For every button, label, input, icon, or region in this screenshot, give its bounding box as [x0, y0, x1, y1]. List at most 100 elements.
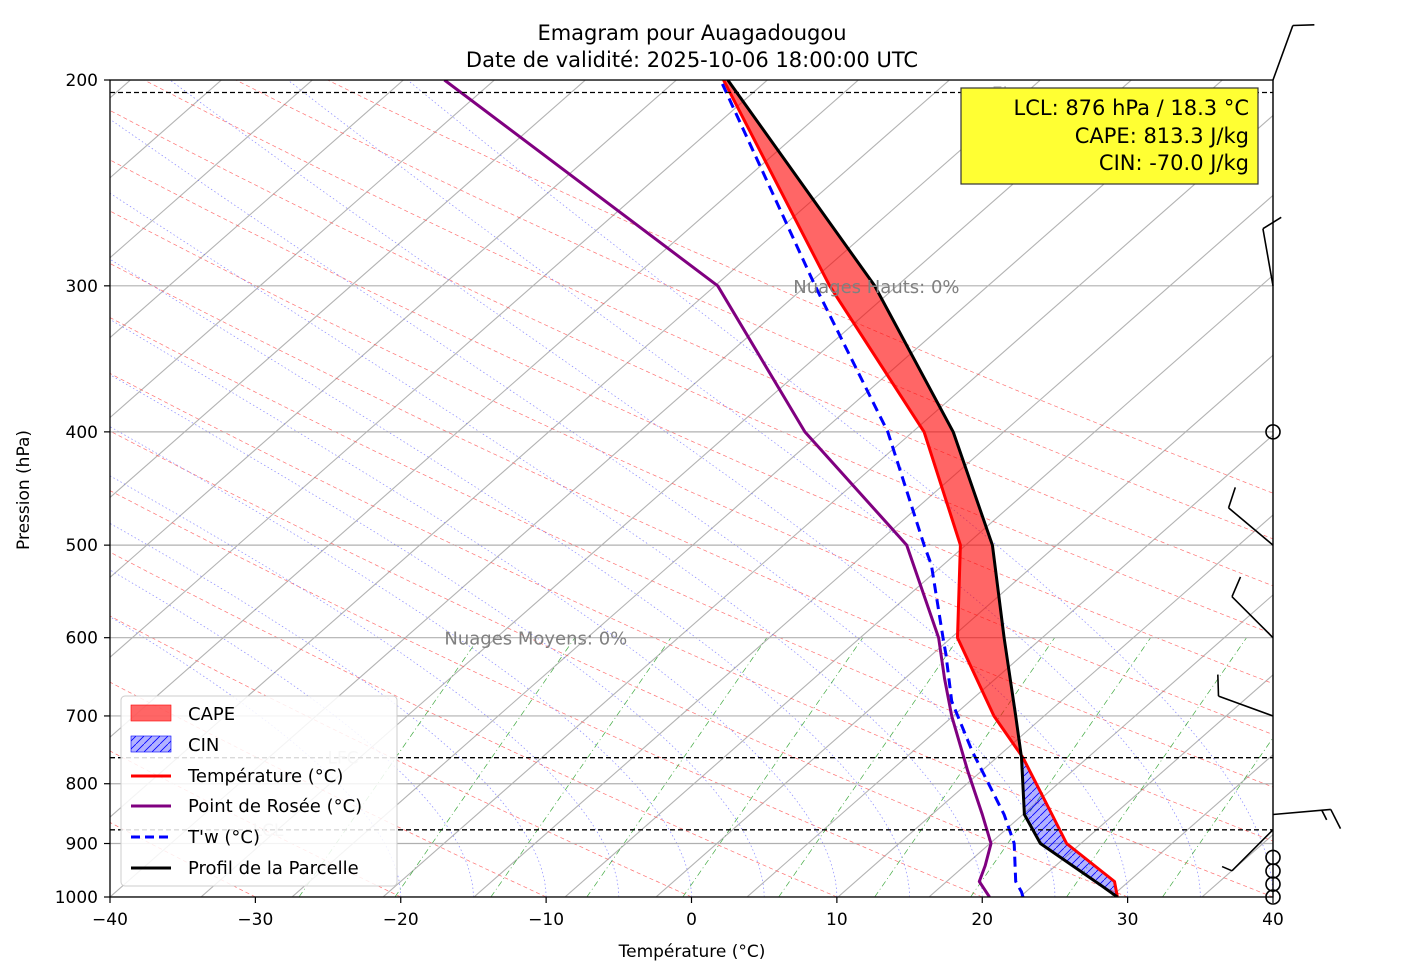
isotherm-line: [110, 80, 951, 818]
wind-barb-staff: [1218, 695, 1274, 717]
dry-adiabat-line: [110, 490, 983, 897]
isotherm-line: [110, 80, 405, 339]
mixing-ratio-line: [778, 637, 960, 897]
cape-cin-fills: [723, 80, 1118, 897]
dewpoint-line: [443, 80, 993, 897]
wind-barb-flag: [1227, 487, 1237, 509]
wind-barb-calm: [1265, 863, 1281, 879]
x-tick-label: 20: [971, 910, 993, 930]
isotherm-line: [110, 80, 496, 419]
y-tick-label: 300: [66, 277, 98, 297]
moist-adiabat-line: [169, 80, 1128, 897]
moist-adiabat-line: [110, 258, 910, 897]
legend-cape-swatch: [130, 704, 172, 722]
mixing-ratio-line: [1066, 637, 1247, 897]
info-cin: CIN: -70.0 J/kg: [1099, 151, 1249, 175]
temperature-line: [722, 80, 1119, 897]
isotherm-line: [837, 514, 1273, 897]
wind-barb-staff: [1228, 507, 1274, 546]
wind-barb-flag: [1292, 24, 1315, 27]
isotherm-line: [473, 194, 1273, 897]
moist-adiabat-line: [110, 318, 838, 897]
isotherm-line: [928, 594, 1273, 897]
x-tick-label: −20: [383, 910, 419, 930]
y-tick-label: 800: [66, 775, 98, 795]
wetbulb-line: [719, 80, 1025, 897]
y-tick-label: 600: [66, 629, 98, 649]
moist-adiabat-line: [110, 118, 1056, 897]
dry-adiabat-line: [110, 210, 1273, 735]
mixing-ratio-line: [970, 637, 1151, 897]
isotherm-line: [110, 80, 223, 179]
y-axis-ticks: 1000 900 800 700 600 500 400 300 200: [55, 71, 110, 908]
wind-barb-half-flag: [1221, 865, 1233, 872]
moist-adiabat-line: [110, 569, 474, 897]
x-tick-label: −10: [528, 910, 564, 930]
wind-barb-calm: [1265, 889, 1281, 905]
isotherm-line: [1293, 0, 1404, 897]
cloud-annotation: Nuages Moyens: 0%: [444, 629, 627, 650]
wind-barb-flag: [1330, 809, 1342, 830]
info-cape: CAPE: 813.3 J/kg: [1075, 124, 1249, 148]
y-tick-label: 400: [66, 423, 98, 443]
x-axis-ticks: −40 −30 −20 −10 0 10 20 30 40: [92, 897, 1284, 930]
legend-cin-label: CIN: [188, 735, 219, 756]
x-axis-label: Température (°C): [618, 942, 766, 962]
dry-adiabat-line: [110, 822, 256, 897]
y-tick-label: 500: [66, 536, 98, 556]
info-lcl: LCL: 876 hPa / 18.3 °C: [1014, 96, 1250, 120]
dry-adiabat-line: [110, 551, 838, 897]
mixing-ratio-line: [1162, 737, 1273, 897]
wind-barb-flag: [1217, 674, 1220, 697]
isotherm-line: [564, 274, 1273, 897]
isotherm-line: [110, 80, 1042, 897]
dry-adiabat-line: [235, 80, 1273, 540]
isotherm-line: [110, 80, 860, 738]
mixing-ratio-line: [874, 637, 1055, 897]
chart-title: Emagram pour Auagadougou: [537, 21, 846, 45]
cloud-annotation: Nuages Hauts: 0%: [793, 277, 959, 298]
cape-area: [723, 80, 1023, 758]
dry-adiabat-line: [110, 317, 1273, 842]
isotherm-line: [110, 80, 678, 579]
moist-adiabat-line: [406, 80, 1273, 897]
x-tick-label: 0: [686, 910, 697, 930]
profile-lines: [443, 80, 1119, 897]
wind-barb-staff: [1262, 228, 1274, 286]
wind-barb-half-flag: [1321, 809, 1328, 821]
dry-adiabat-line: [110, 615, 692, 897]
dry-adiabat-line: [143, 80, 1273, 587]
y-axis-label: Pression (hPa): [14, 430, 34, 550]
isotherm-line: [746, 434, 1273, 897]
y-tick-label: 1000: [55, 888, 98, 908]
x-tick-label: 40: [1262, 910, 1284, 930]
legend-cin-swatch: [130, 735, 172, 753]
isotherm-line: [1384, 0, 1404, 897]
mixing-ratio-line: [394, 637, 576, 897]
cloud-annotations: Nuages Hauts: 0% Nuages Moyens: 0%: [444, 277, 959, 650]
mixing-ratio-line: [682, 637, 864, 897]
wind-barb-staff: [1231, 596, 1274, 639]
wind-barb-staff: [1272, 25, 1294, 81]
isotherm-line: [110, 80, 314, 259]
wind-barb-staff: [1231, 829, 1274, 872]
legend-cape-label: CAPE: [188, 704, 235, 725]
dry-adiabat-line: [110, 373, 1273, 897]
y-tick-label: 200: [66, 71, 98, 91]
x-tick-label: −40: [92, 910, 128, 930]
y-tick-label: 700: [66, 707, 98, 727]
wind-barb-flag: [1262, 216, 1282, 230]
legend-dewpoint-label: Point de Rosée (°C): [188, 796, 362, 817]
legend-wetbulb-label: T'w (°C): [187, 827, 260, 848]
info-box-background: [960, 87, 1259, 185]
isotherm-line: [110, 80, 587, 499]
isotherm-line: [655, 354, 1273, 897]
wind-barb-staff: [1272, 808, 1331, 816]
cin-area: [1022, 757, 1118, 897]
x-tick-label: 30: [1117, 910, 1139, 930]
isotherm-line: [110, 80, 769, 659]
legend-parcel-label: Profil de la Parcelle: [188, 858, 359, 879]
info-box: LCL: 876 hPa / 18.3 °C CAPE: 813.3 J/kg …: [960, 87, 1259, 185]
wind-barb-flag: [1231, 576, 1242, 597]
legend: CAPE CIN Température (°C) Point de Rosée…: [120, 695, 398, 887]
